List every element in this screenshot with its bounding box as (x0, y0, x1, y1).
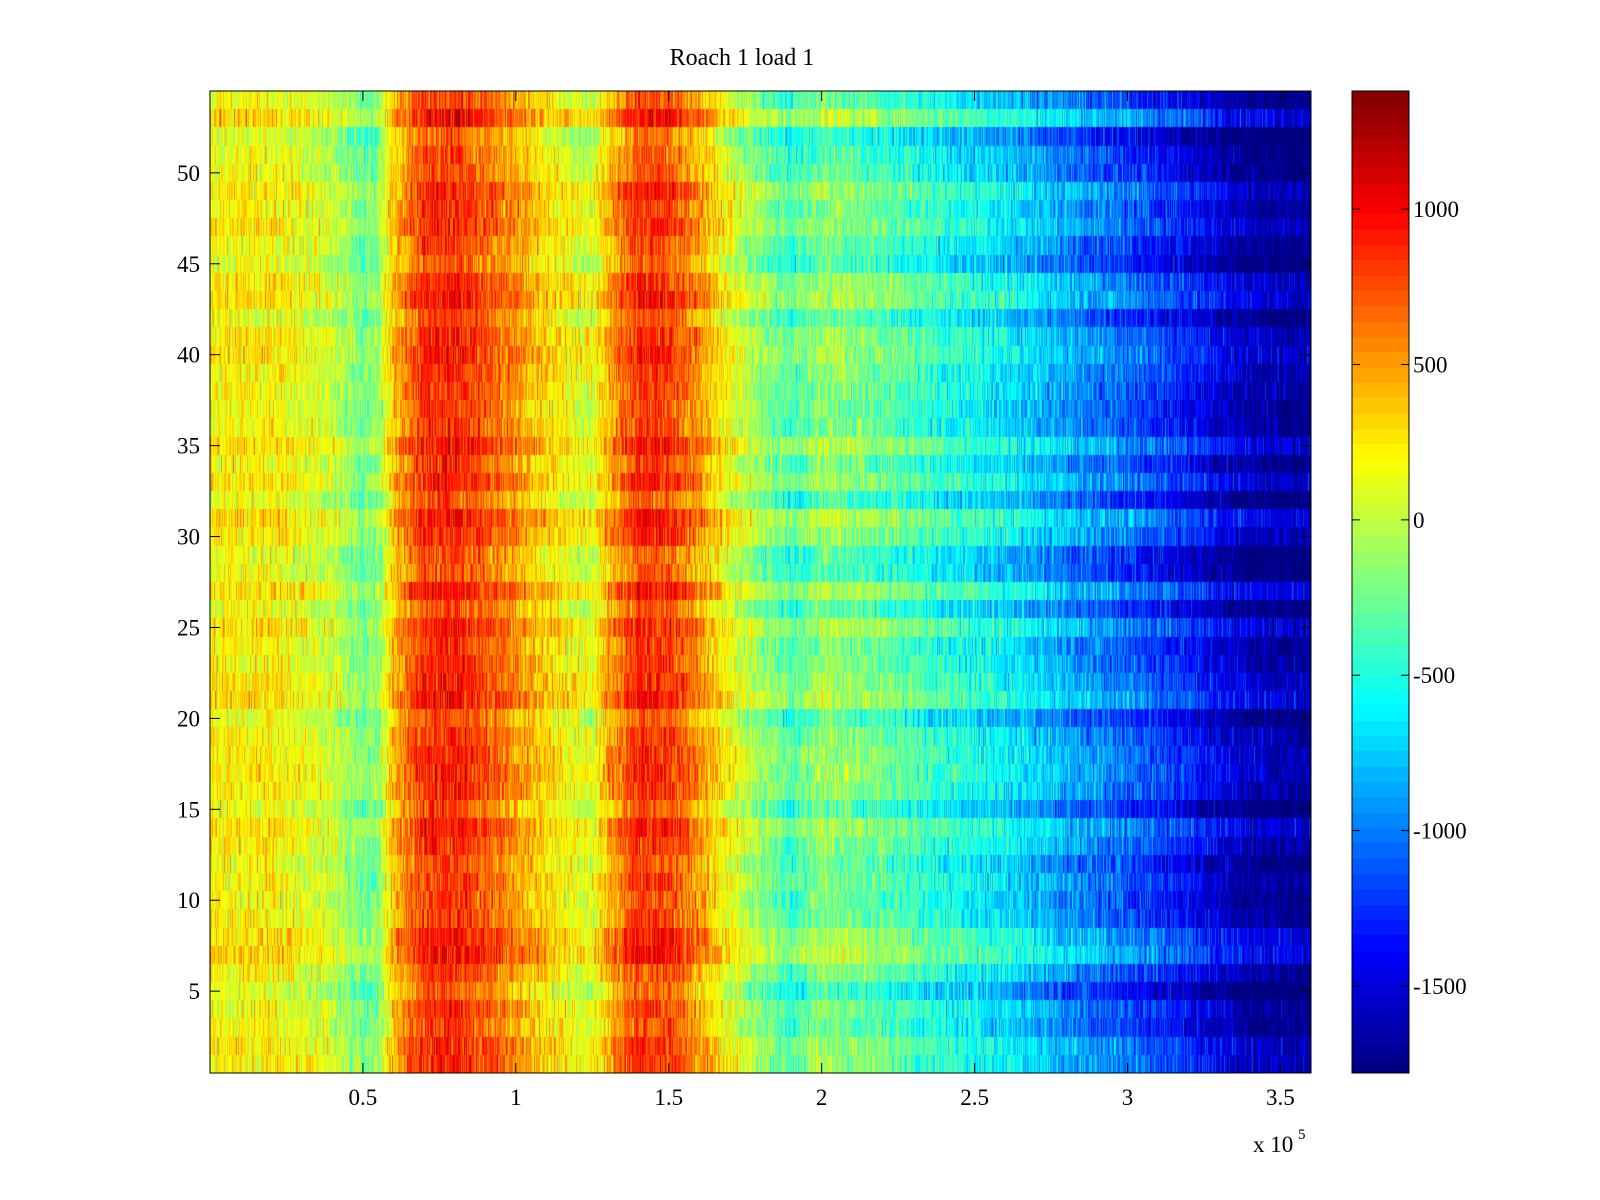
colorbar-tick-label: -1000 (1413, 819, 1467, 844)
y-tick-label: 35 (177, 434, 200, 459)
x-tick-label: 3.5 (1266, 1085, 1295, 1110)
y-tick-label: 40 (177, 343, 200, 368)
x-axis: 0.5 1 1.5 2 2.5 3 3.5 (349, 91, 1295, 1110)
y-tick-label: 30 (177, 525, 200, 550)
x-scale-exponent: 5 (1298, 1127, 1306, 1143)
x-tick-label: 2.5 (960, 1085, 989, 1110)
y-tick-label: 5 (189, 979, 201, 1004)
y-tick-label: 15 (177, 797, 200, 822)
chart-title: Roach 1 load 1 (670, 45, 815, 71)
y-tick-label: 50 (177, 161, 200, 186)
x-tick-label: 3 (1122, 1085, 1134, 1110)
colorbar-tick-label: 0 (1413, 508, 1425, 533)
x-scale-prefix: x 10 (1253, 1132, 1293, 1157)
colorbar-tick-label: -500 (1413, 663, 1455, 688)
colorbar-tick-label: -1500 (1413, 974, 1467, 999)
y-tick-label: 10 (177, 888, 200, 913)
colorbar: 1000 500 0 -500 -1000 -1500 (1351, 90, 1467, 1074)
colorbar-tick-label: 500 (1413, 352, 1448, 377)
y-axis: 5 10 15 20 25 30 35 40 45 50 (177, 161, 1311, 1004)
colorbar-frame (1351, 90, 1410, 1074)
colorbar-gradient (1352, 91, 1409, 1073)
heatmap-cells (210, 91, 1311, 1073)
colorbar-tick-label: 1000 (1413, 197, 1459, 222)
y-tick-label: 20 (177, 706, 200, 731)
plot-frame (209, 90, 1312, 1074)
x-tick-label: 1 (510, 1085, 522, 1110)
x-tick-label: 1.5 (654, 1085, 683, 1110)
x-axis-scale-label: x 10 5 (1253, 1127, 1306, 1157)
x-tick-label: 0.5 (349, 1085, 378, 1110)
y-tick-label: 45 (177, 252, 200, 277)
colorbar-axis: 1000 500 0 -500 -1000 -1500 (1352, 197, 1467, 999)
x-tick-label: 2 (816, 1085, 828, 1110)
y-tick-label: 25 (177, 615, 200, 640)
heatmap-plot-area (209, 90, 1312, 1074)
